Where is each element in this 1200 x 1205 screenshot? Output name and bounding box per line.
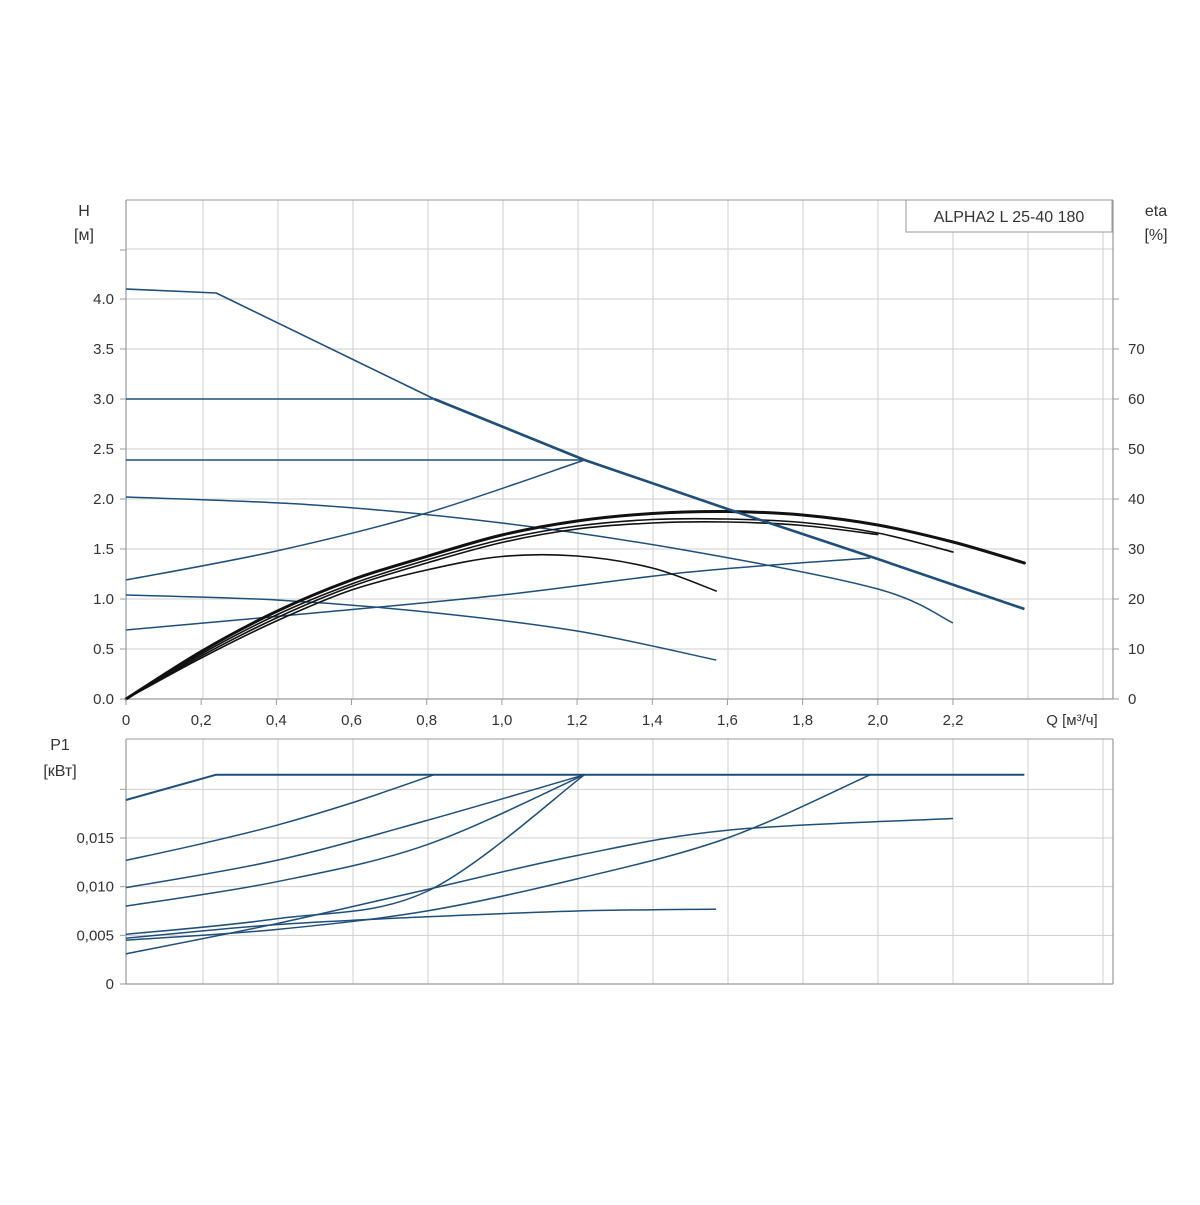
p1-tick-label: 0 bbox=[106, 976, 114, 993]
x-tick-label: 1,4 bbox=[642, 712, 663, 729]
y-axis-label: H bbox=[78, 203, 90, 220]
y-tick-label: 4.0 bbox=[93, 291, 114, 308]
y2-tick-label: 50 bbox=[1128, 441, 1145, 458]
legend-box bbox=[905, 199, 1113, 233]
power-curve-2 bbox=[125, 773, 435, 862]
head-curve-max-highlight bbox=[433, 397, 1025, 611]
y2-axis-label: eta bbox=[1145, 203, 1167, 220]
x-tick-label: 1,8 bbox=[792, 712, 813, 729]
x-tick-label: 0,4 bbox=[266, 712, 287, 729]
y2-tick-label: 30 bbox=[1128, 541, 1145, 558]
x-tick-label: 2,0 bbox=[867, 712, 888, 729]
y2-tick-label: 70 bbox=[1128, 341, 1145, 358]
y2-tick-label: 40 bbox=[1128, 491, 1145, 508]
legend-label: ALPHA2 L 25-40 180 bbox=[934, 209, 1085, 226]
power-curve-5 bbox=[125, 774, 586, 936]
y-tick-label: 2.0 bbox=[93, 491, 114, 508]
legend: ALPHA2 L 25-40 180 bbox=[905, 199, 1113, 233]
efficiency-curve-10 bbox=[125, 521, 879, 700]
y2-tick-label: 20 bbox=[1128, 591, 1145, 608]
efficiency-curve-9 bbox=[125, 517, 954, 700]
y2-tick-label: 10 bbox=[1128, 641, 1145, 658]
p1-axis-unit: [кВт] bbox=[43, 763, 76, 780]
x-tick-label: 1,0 bbox=[491, 712, 512, 729]
x-tick-label: 2,2 bbox=[943, 712, 964, 729]
x-tick-label: 1,2 bbox=[567, 712, 588, 729]
p1-tick-label: 0,015 bbox=[76, 830, 114, 847]
head-curve-5 bbox=[125, 496, 954, 624]
power-curve-3 bbox=[125, 773, 585, 889]
x-tick-label: 0,8 bbox=[416, 712, 437, 729]
x-tick-label: 1,6 bbox=[717, 712, 738, 729]
p1-tick-label: 0,010 bbox=[76, 879, 114, 896]
y-tick-label: 3.5 bbox=[93, 341, 114, 358]
power-curve-4 bbox=[125, 774, 585, 907]
y-axis-unit: [м] bbox=[74, 227, 94, 244]
p1-axis-label: P1 bbox=[50, 737, 70, 754]
head-curve-6 bbox=[125, 594, 717, 661]
efficiency-curve-8 bbox=[124, 509, 1026, 701]
y2-tick-label: 0 bbox=[1128, 691, 1136, 708]
y-tick-label: 3.0 bbox=[93, 391, 114, 408]
p1-tick-label: 0,005 bbox=[76, 927, 114, 944]
x-tick-label: 0 bbox=[122, 712, 130, 729]
x-tick-label: 0,2 bbox=[191, 712, 212, 729]
head-curve-7 bbox=[125, 557, 871, 631]
power-curve-1 bbox=[125, 773, 1025, 801]
x-axis-label: Q [м³/ч] bbox=[1046, 712, 1097, 729]
y2-tick-label: 60 bbox=[1128, 391, 1145, 408]
x-tick-label: 0,6 bbox=[341, 712, 362, 729]
y-tick-label: 2.5 bbox=[93, 441, 114, 458]
efficiency-curve-11 bbox=[125, 553, 717, 700]
y-tick-label: 1.5 bbox=[93, 541, 114, 558]
power-curve-6 bbox=[125, 774, 871, 941]
y-tick-label: 0.0 bbox=[93, 691, 114, 708]
y2-axis-unit: [%] bbox=[1144, 227, 1167, 244]
y-tick-label: 1.0 bbox=[93, 591, 114, 608]
head-curve-4 bbox=[125, 459, 585, 581]
y-tick-label: 0.5 bbox=[93, 641, 114, 658]
power-curve-8 bbox=[125, 908, 717, 939]
